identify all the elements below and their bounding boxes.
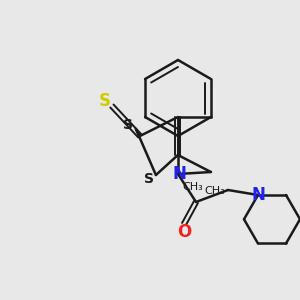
Text: CH₃: CH₃ <box>205 186 225 196</box>
Text: O: O <box>177 223 191 241</box>
Text: N: N <box>251 186 265 204</box>
Text: S: S <box>99 92 111 110</box>
Text: S: S <box>123 118 133 132</box>
Text: N: N <box>172 165 186 183</box>
Text: CH₃: CH₃ <box>182 182 203 192</box>
Text: S: S <box>144 172 154 186</box>
